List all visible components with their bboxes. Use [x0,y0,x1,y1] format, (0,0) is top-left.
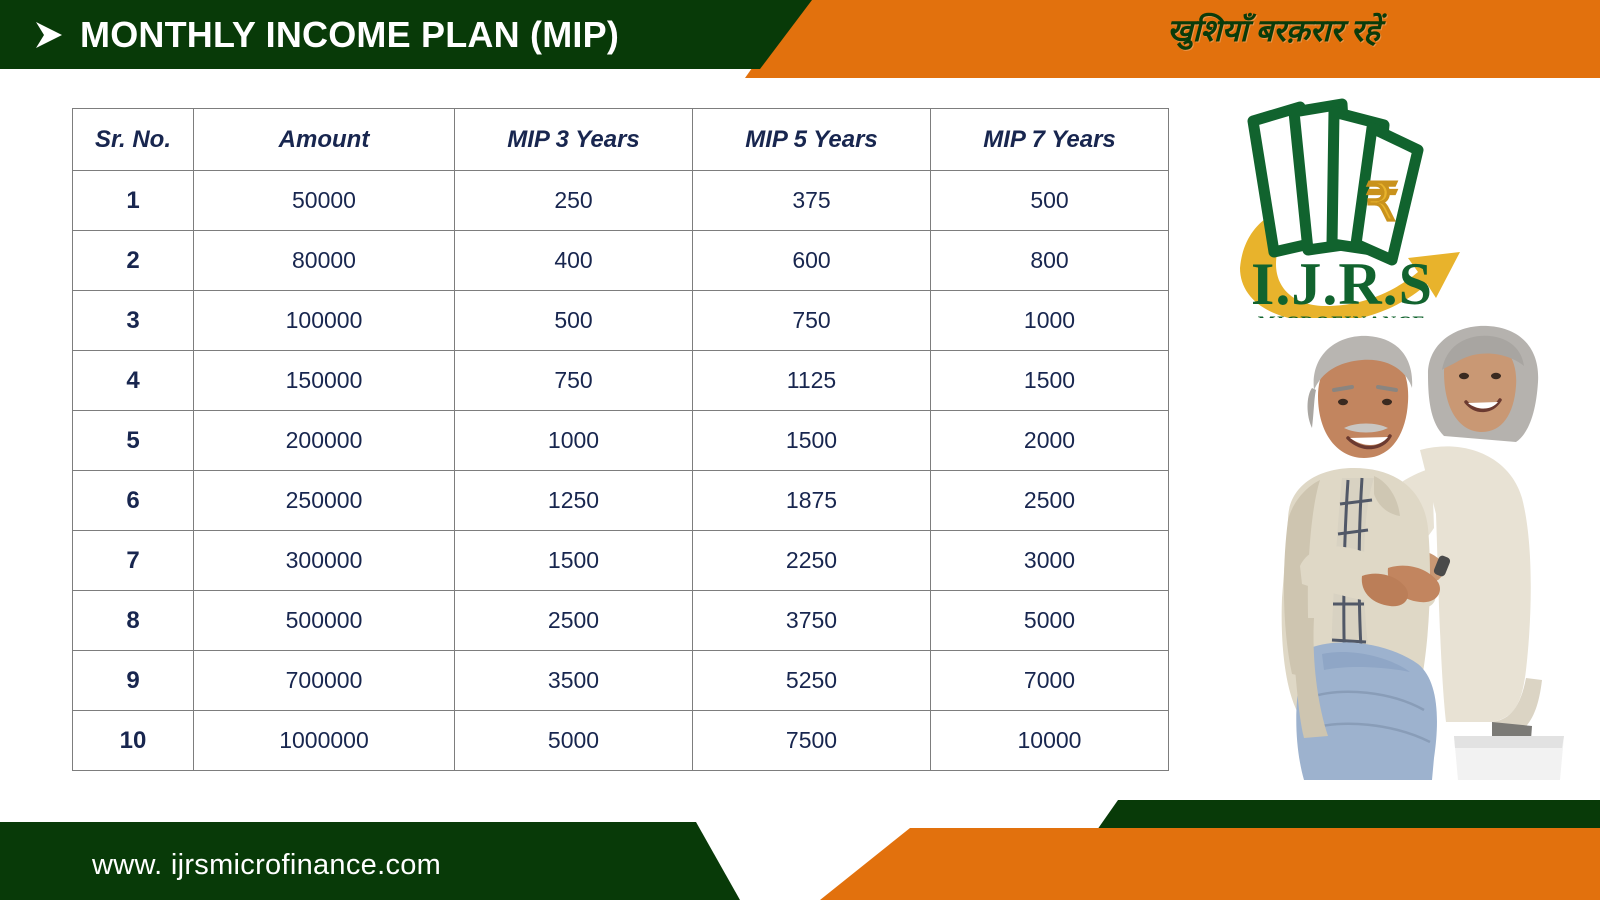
column-header-mip-5-years: MIP 5 Years [692,108,931,171]
cell-mip-5-years: 2250 [692,530,931,591]
table-row: 7 300000 1500 2250 3000 [72,530,1169,591]
cell-mip-3-years: 500 [454,290,693,351]
cell-mip-3-years: 1500 [454,530,693,591]
page-title: MONTHLY INCOME PLAN (MIP) [80,14,620,55]
cell-mip-5-years: 1875 [692,470,931,531]
cell-mip-3-years: 1000 [454,410,693,471]
column-header-amount: Amount [193,108,455,171]
cell-sr-no: 4 [72,350,194,411]
cell-amount: 1000000 [193,710,455,771]
column-header-mip-3-years: MIP 3 Years [454,108,693,171]
cell-mip-7-years: 3000 [930,530,1169,591]
cell-amount: 150000 [193,350,455,411]
cell-mip-7-years: 7000 [930,650,1169,711]
cell-amount: 300000 [193,530,455,591]
table-row: 10 1000000 5000 7500 10000 [72,710,1169,771]
table-row: 4 150000 750 1125 1500 [72,350,1169,411]
cell-mip-5-years: 1125 [692,350,931,411]
footer-banner: www. ijrsmicrofinance.com [0,790,1600,900]
cell-mip-7-years: 10000 [930,710,1169,771]
cell-mip-3-years: 3500 [454,650,693,711]
cell-sr-no: 5 [72,410,194,471]
cell-mip-3-years: 400 [454,230,693,291]
cell-sr-no: 8 [72,590,194,651]
cell-mip-7-years: 1000 [930,290,1169,351]
cell-mip-5-years: 750 [692,290,931,351]
table-row: 3 100000 500 750 1000 [72,290,1169,351]
table-row: 6 250000 1250 1875 2500 [72,470,1169,531]
arrow-bullet-icon [36,22,62,48]
cell-mip-7-years: 5000 [930,590,1169,651]
mip-rate-table: Sr. No. Amount MIP 3 Years MIP 5 Years M… [72,108,1169,771]
cell-sr-no: 3 [72,290,194,351]
column-header-mip-7-years: MIP 7 Years [930,108,1169,171]
ijrs-logo-graphic: ₹ I.J.R.S [1240,98,1460,322]
cell-amount: 250000 [193,470,455,531]
cell-sr-no: 7 [72,530,194,591]
cell-sr-no: 2 [72,230,194,291]
title-block: MONTHLY INCOME PLAN (MIP) [32,5,619,65]
cell-mip-7-years: 800 [930,230,1169,291]
cell-mip-7-years: 2000 [930,410,1169,471]
table-row: 8 500000 2500 3750 5000 [72,590,1169,651]
header-banner: MONTHLY INCOME PLAN (MIP) खुशियाँ बरक़रा… [0,0,1600,82]
tagline-text: खुशियाँ बरक़रार रहें [1167,13,1380,48]
cell-amount: 50000 [193,170,455,231]
cell-amount: 200000 [193,410,455,471]
cell-amount: 100000 [193,290,455,351]
cell-sr-no: 6 [72,470,194,531]
table-row: 5 200000 1000 1500 2000 [72,410,1169,471]
column-header-sr-no: Sr. No. [72,108,194,171]
cell-mip-3-years: 1250 [454,470,693,531]
elderly-couple-illustration [1192,318,1600,780]
elderly-couple-photo [1192,318,1600,780]
table-row: 1 50000 250 375 500 [72,170,1169,231]
ijrs-logo: ₹ I.J.R.S MICROFINANCE [1222,92,1462,337]
cell-mip-3-years: 2500 [454,590,693,651]
cell-amount: 500000 [193,590,455,651]
table-body: 1 50000 250 375 500 2 80000 400 600 800 3 100000 500… [72,170,1169,771]
cell-sr-no: 9 [72,650,194,711]
cell-mip-5-years: 3750 [692,590,931,651]
header-green-shape [0,0,812,69]
cell-mip-7-years: 2500 [930,470,1169,531]
cell-amount: 700000 [193,650,455,711]
man-figure [1281,335,1440,780]
cell-mip-7-years: 500 [930,170,1169,231]
cell-mip-5-years: 375 [692,170,931,231]
table-row: 2 80000 400 600 800 [72,230,1169,291]
rupee-symbol: ₹ [1365,175,1398,232]
cell-amount: 80000 [193,230,455,291]
cell-mip-5-years: 1500 [692,410,931,471]
cell-mip-5-years: 7500 [692,710,931,771]
footer-orange-shape [820,828,1600,900]
cell-sr-no: 1 [72,170,194,231]
cell-mip-3-years: 5000 [454,710,693,771]
website-url[interactable]: www. ijrsmicrofinance.com [92,849,442,881]
ijrs-letters: I.J.R.S [1251,251,1433,317]
header-orange-shape [745,0,1600,78]
table-row: 9 700000 3500 5250 7000 [72,650,1169,711]
cell-mip-7-years: 1500 [930,350,1169,411]
cell-mip-3-years: 750 [454,350,693,411]
table-header-row: Sr. No. Amount MIP 3 Years MIP 5 Years M… [72,108,1169,171]
cell-mip-5-years: 600 [692,230,931,291]
footer-green-left-shape [0,822,740,900]
cell-mip-5-years: 5250 [692,650,931,711]
cell-mip-3-years: 250 [454,170,693,231]
cell-sr-no: 10 [72,710,194,771]
